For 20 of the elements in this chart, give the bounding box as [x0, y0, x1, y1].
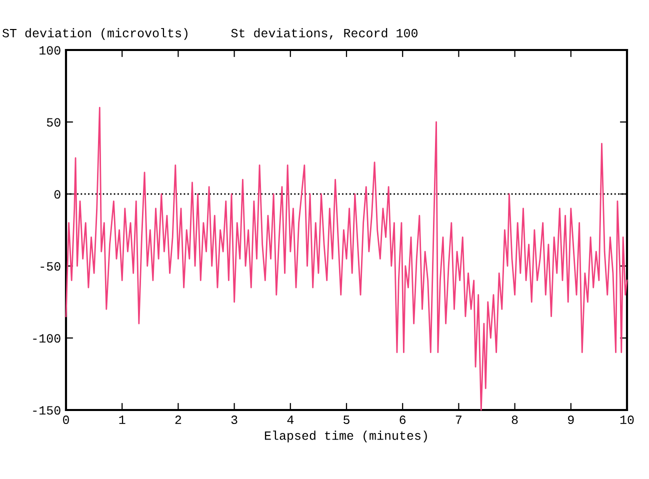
x-tick-label: 5	[344, 416, 350, 424]
y-tick-label: 100	[40, 46, 60, 55]
x-tick-label: 7	[456, 416, 462, 424]
chart-title: St deviations, Record 100	[231, 28, 418, 40]
x-tick-label: 1	[119, 416, 126, 424]
y-tick-label: -50	[40, 262, 60, 271]
y-tick-label: -150	[33, 406, 60, 415]
y-tick-label: 50	[46, 118, 60, 127]
x-tick-label: 2	[175, 416, 182, 424]
x-tick-label: 9	[568, 416, 574, 424]
x-tick-label: 4	[287, 416, 294, 424]
x-tick-label: 10	[620, 416, 634, 424]
x-tick-label: 8	[512, 416, 518, 424]
x-tick-label: 0	[63, 416, 69, 424]
y-axis-title: ST deviation (microvolts)	[2, 28, 188, 40]
y-tick-label: 0	[54, 190, 60, 199]
y-tick-label: -100	[33, 334, 60, 343]
x-axis-title: Elapsed time (minutes)	[264, 430, 427, 442]
x-tick-label: 6	[400, 416, 406, 424]
x-tick-label: 3	[231, 416, 238, 424]
